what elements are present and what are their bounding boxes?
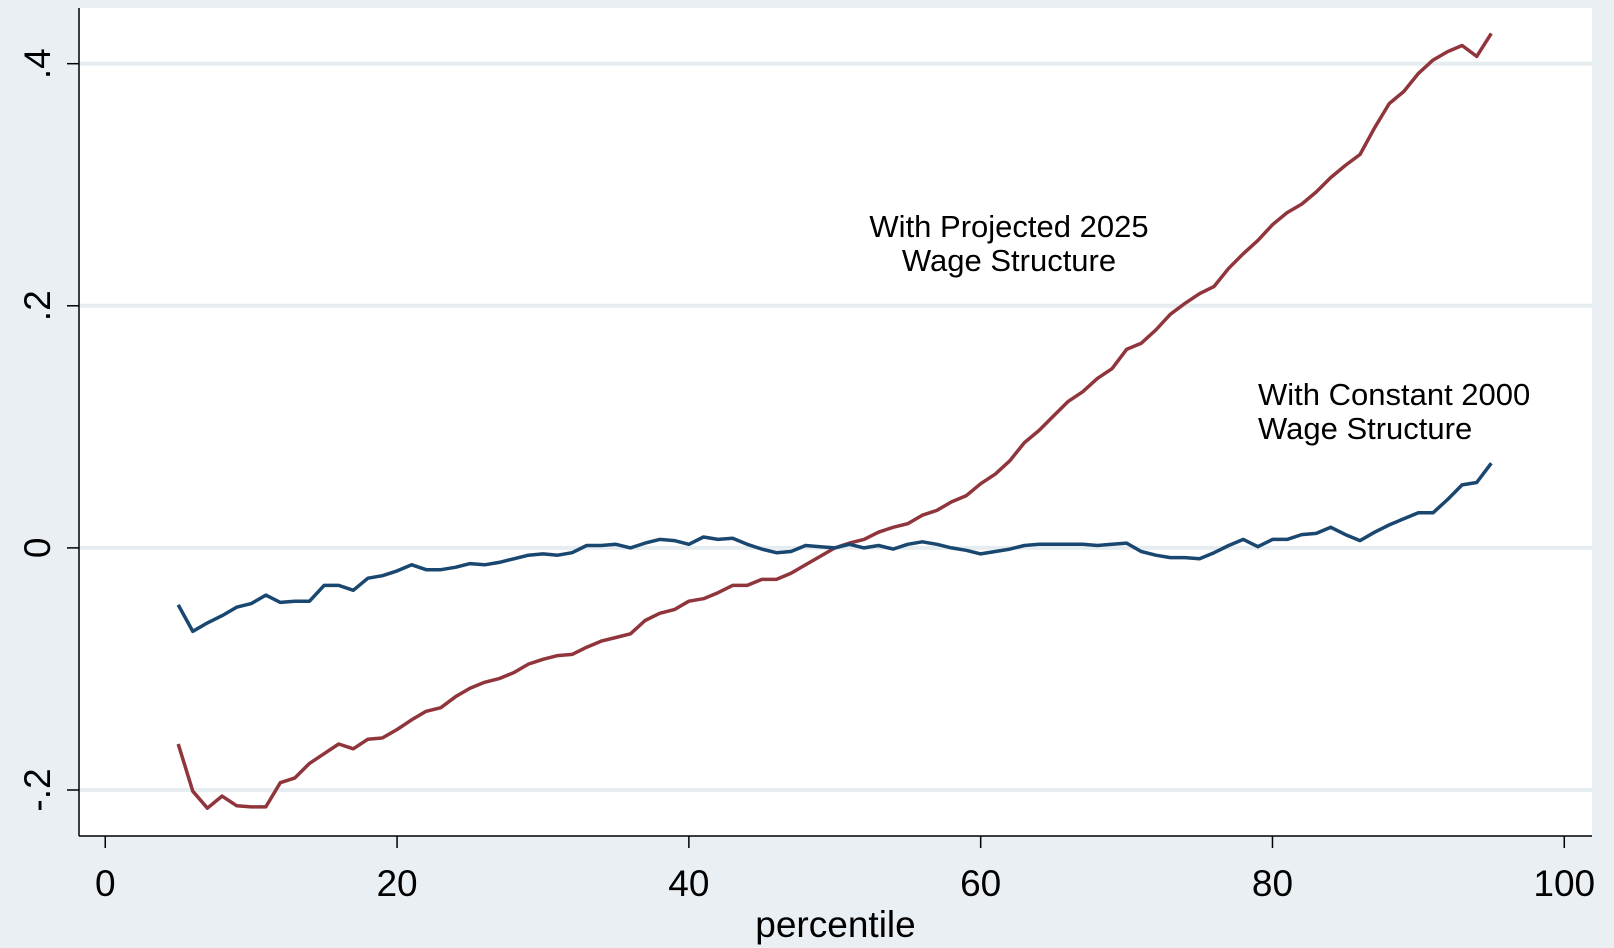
x-axis-label: percentile: [755, 904, 915, 945]
x-tick-label: 100: [1533, 863, 1595, 904]
annotation: With Constant 2000: [1258, 377, 1530, 412]
x-tick-label: 60: [960, 863, 1001, 904]
x-tick-label: 40: [668, 863, 709, 904]
y-tick-label: -.2: [17, 768, 58, 811]
y-tick-label: .2: [17, 290, 58, 321]
annotation: Wage Structure: [902, 243, 1116, 278]
plot-area: [79, 8, 1592, 836]
x-tick-label: 0: [95, 863, 116, 904]
annotation: With Projected 2025: [869, 209, 1148, 244]
x-tick-label: 80: [1252, 863, 1293, 904]
y-tick-label: 0: [17, 538, 58, 559]
x-tick-label: 20: [376, 863, 417, 904]
annotation: Wage Structure: [1258, 411, 1472, 446]
y-tick-label: .4: [17, 48, 58, 79]
line: [176, 462, 1493, 634]
